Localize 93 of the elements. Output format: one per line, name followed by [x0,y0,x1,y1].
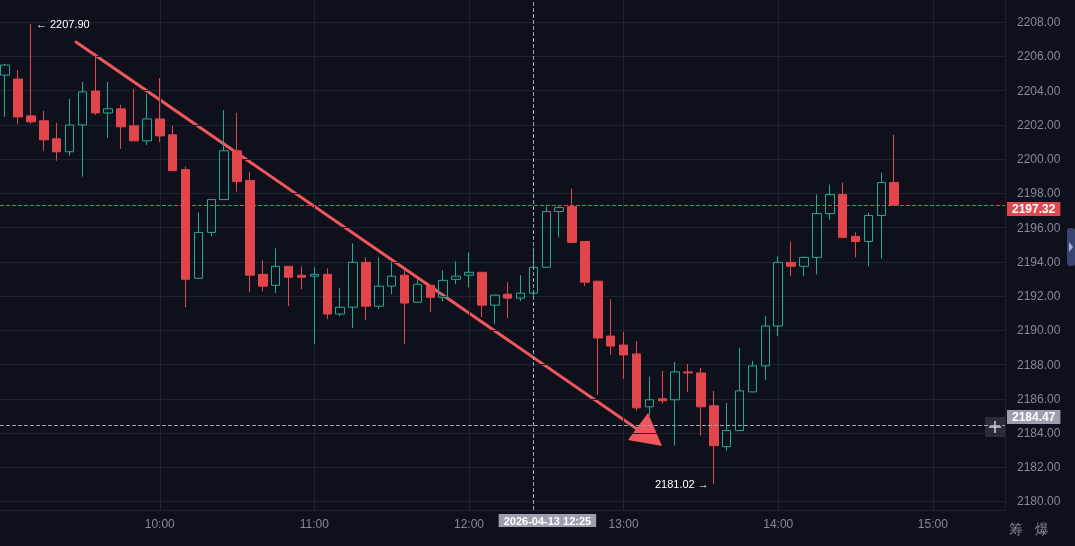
candlestick [400,268,409,345]
y-tick-label: 2188.00 [1017,357,1061,372]
candlestick [52,122,61,162]
candlestick [542,206,551,268]
candlestick [116,104,126,150]
y-tick-label: 2208.00 [1017,15,1061,30]
y-tick-label: 2196.00 [1017,220,1061,235]
ref-line-label: 2197.32 [1012,202,1056,217]
candlestick [310,266,319,345]
candlestick [0,63,10,118]
x-tick-label: 11:00 [299,517,330,531]
x-tick-label: 10:00 [144,517,176,531]
candlestick [155,77,165,143]
candlestick [477,271,487,318]
candlestick [219,109,229,201]
y-tick-label: 2182.00 [1017,460,1061,475]
candlestick [619,331,628,380]
y-tick-label: 2200.00 [1017,152,1061,167]
ref-line-label: 2184.47 [1012,409,1056,424]
candlestick [670,361,680,447]
candlestick [374,256,384,310]
candlestick [632,340,641,412]
candlestick [271,247,280,294]
candlestick [773,255,783,337]
candlestick [91,52,100,116]
y-tick-label: 2206.00 [1017,49,1061,64]
candlestick [13,69,23,125]
text: 爆 [1035,521,1049,537]
candlestick [490,293,500,325]
candlestick [516,274,525,302]
candlestick [361,256,371,321]
x-tick-label: 13:00 [608,517,639,531]
candlestick [529,246,538,297]
y-tick-label: 2204.00 [1017,83,1061,98]
y-tick-label: 2198.00 [1017,186,1061,201]
candlestick [297,265,306,290]
candlestick [142,93,152,146]
candlestick [580,240,590,287]
candlestick [258,259,268,292]
candlestick [554,204,564,238]
candlestick [812,194,822,275]
candlestick [426,284,435,313]
candlestick [709,390,719,485]
y-tick-label: 2190.00 [1017,323,1061,338]
candlestick [284,265,293,307]
candlestick [593,280,603,396]
x-tick-label: 12:00 [453,517,485,531]
candlestick [129,88,139,142]
candlestick [851,231,860,258]
candlestick [464,251,474,288]
candlestick [323,267,332,320]
candlestick [761,315,770,381]
candlestick [735,347,744,432]
candlestick [232,112,242,193]
candlestick [606,298,615,356]
candlestick [451,260,461,285]
candlestick [825,184,835,221]
annotation: ← 2207.90 [35,17,90,30]
candlestick [26,23,36,125]
candlestick [696,367,706,437]
candlestick [683,363,693,393]
candlestick [387,261,396,295]
y-tick-label: 2180.00 [1017,494,1061,509]
candlestick [168,125,177,172]
candlestick [503,281,512,319]
annotation: 2181.02 → [654,477,709,490]
candlestick [207,199,216,237]
candlestick [103,81,113,139]
candlestick [799,255,809,277]
ref-line-label: 2026-04-13 12:25 [503,514,592,527]
text: 筹 [1009,521,1023,537]
candlestick [645,376,654,417]
candlestick [658,370,667,405]
candlestick [864,212,873,267]
x-tick-label: 14:00 [763,517,794,531]
candlestick [413,278,422,303]
candlestick [194,212,203,280]
y-tick-label: 2184.00 [1017,425,1061,440]
candlestick [348,242,358,329]
y-tick-label: 2186.00 [1017,391,1061,406]
candlestick [335,287,345,317]
candlestick [722,402,731,452]
candlestick [748,360,757,393]
y-tick-label: 2202.00 [1017,117,1061,132]
y-tick-label: 2192.00 [1017,289,1061,304]
candlestick [438,269,448,302]
x-tick-label: 15:00 [917,517,949,531]
candlestick [78,81,87,178]
y-tick-label: 2194.00 [1017,254,1061,269]
candlestick [877,172,886,259]
candlestick [65,98,74,157]
candlestick [786,240,796,277]
candlestick [39,110,49,152]
